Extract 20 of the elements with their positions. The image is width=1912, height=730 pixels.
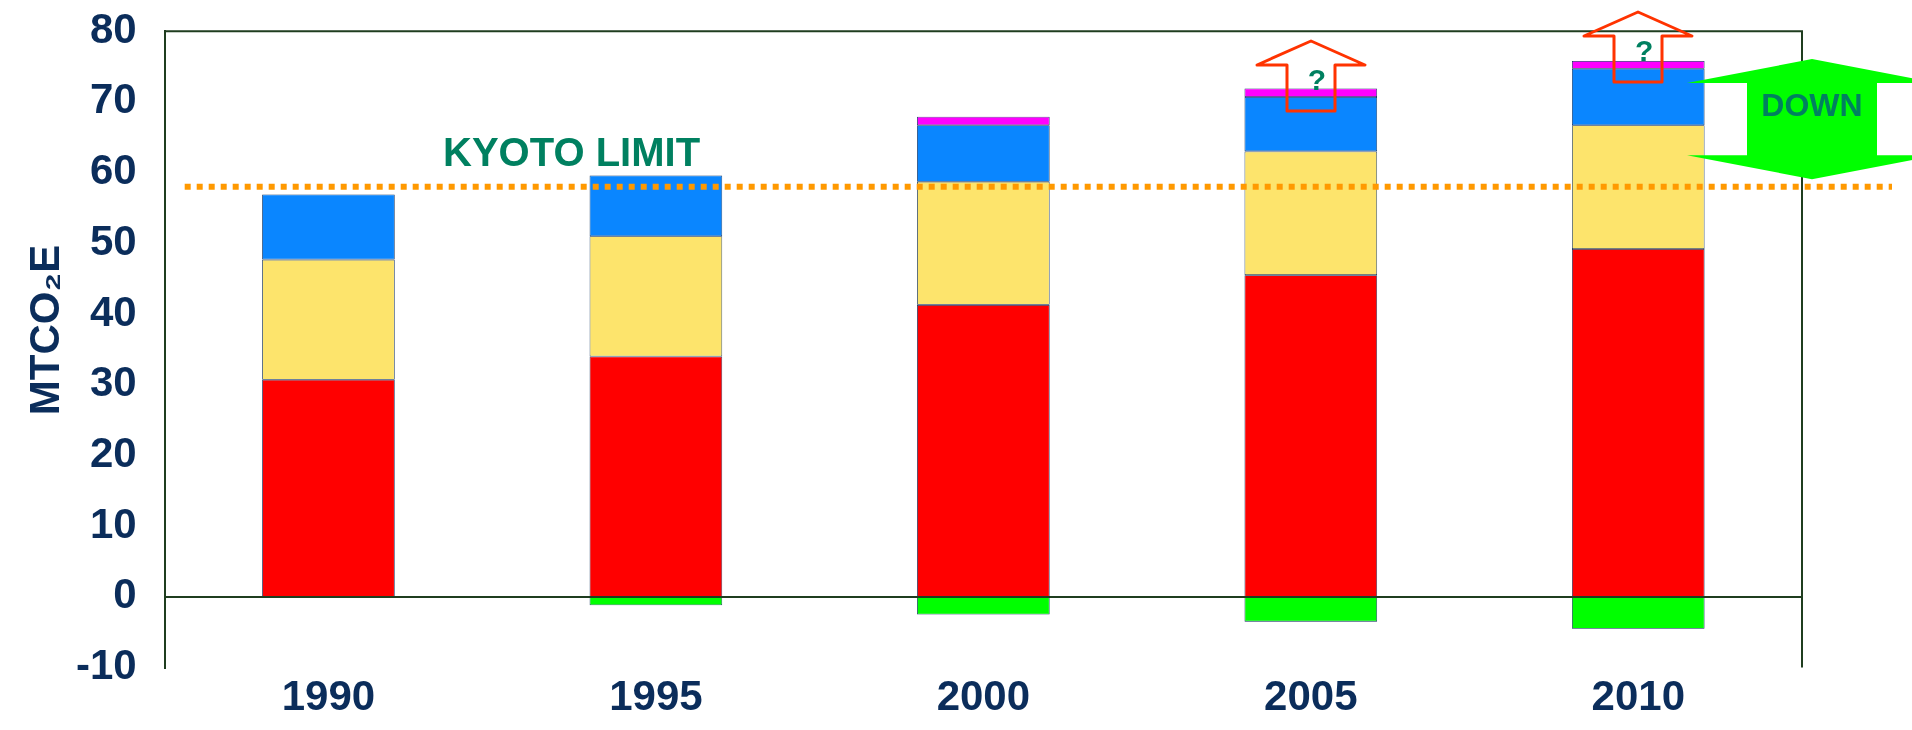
annotation: ?	[1635, 34, 1654, 69]
x-tick-label: 2000	[936, 672, 1031, 720]
x-tick-label: 1995	[609, 672, 703, 720]
y-tick-label: 80	[89, 4, 137, 52]
y-axis-title: MTCO₂E	[21, 244, 69, 416]
y-tick-label: 30	[89, 358, 137, 406]
y-tick-label: 50	[89, 216, 137, 264]
x-tick-label: 1990	[281, 672, 376, 720]
y-tick-label: 40	[89, 287, 137, 335]
x-tick-label: 2005	[1264, 672, 1358, 720]
y-tick-label: 20	[89, 429, 137, 477]
ref-line-label: KYOTO LIMIT	[443, 129, 701, 174]
y-tick-label: -10	[76, 641, 137, 689]
annotation: DOWN	[1761, 86, 1863, 124]
annotation: ?	[1307, 62, 1326, 97]
y-tick-label: 60	[89, 146, 137, 194]
x-tick-label: 2010	[1591, 672, 1685, 720]
y-tick-label: 10	[89, 499, 137, 547]
y-tick-label: 70	[89, 75, 137, 123]
y-tick-label: 0	[113, 570, 137, 618]
